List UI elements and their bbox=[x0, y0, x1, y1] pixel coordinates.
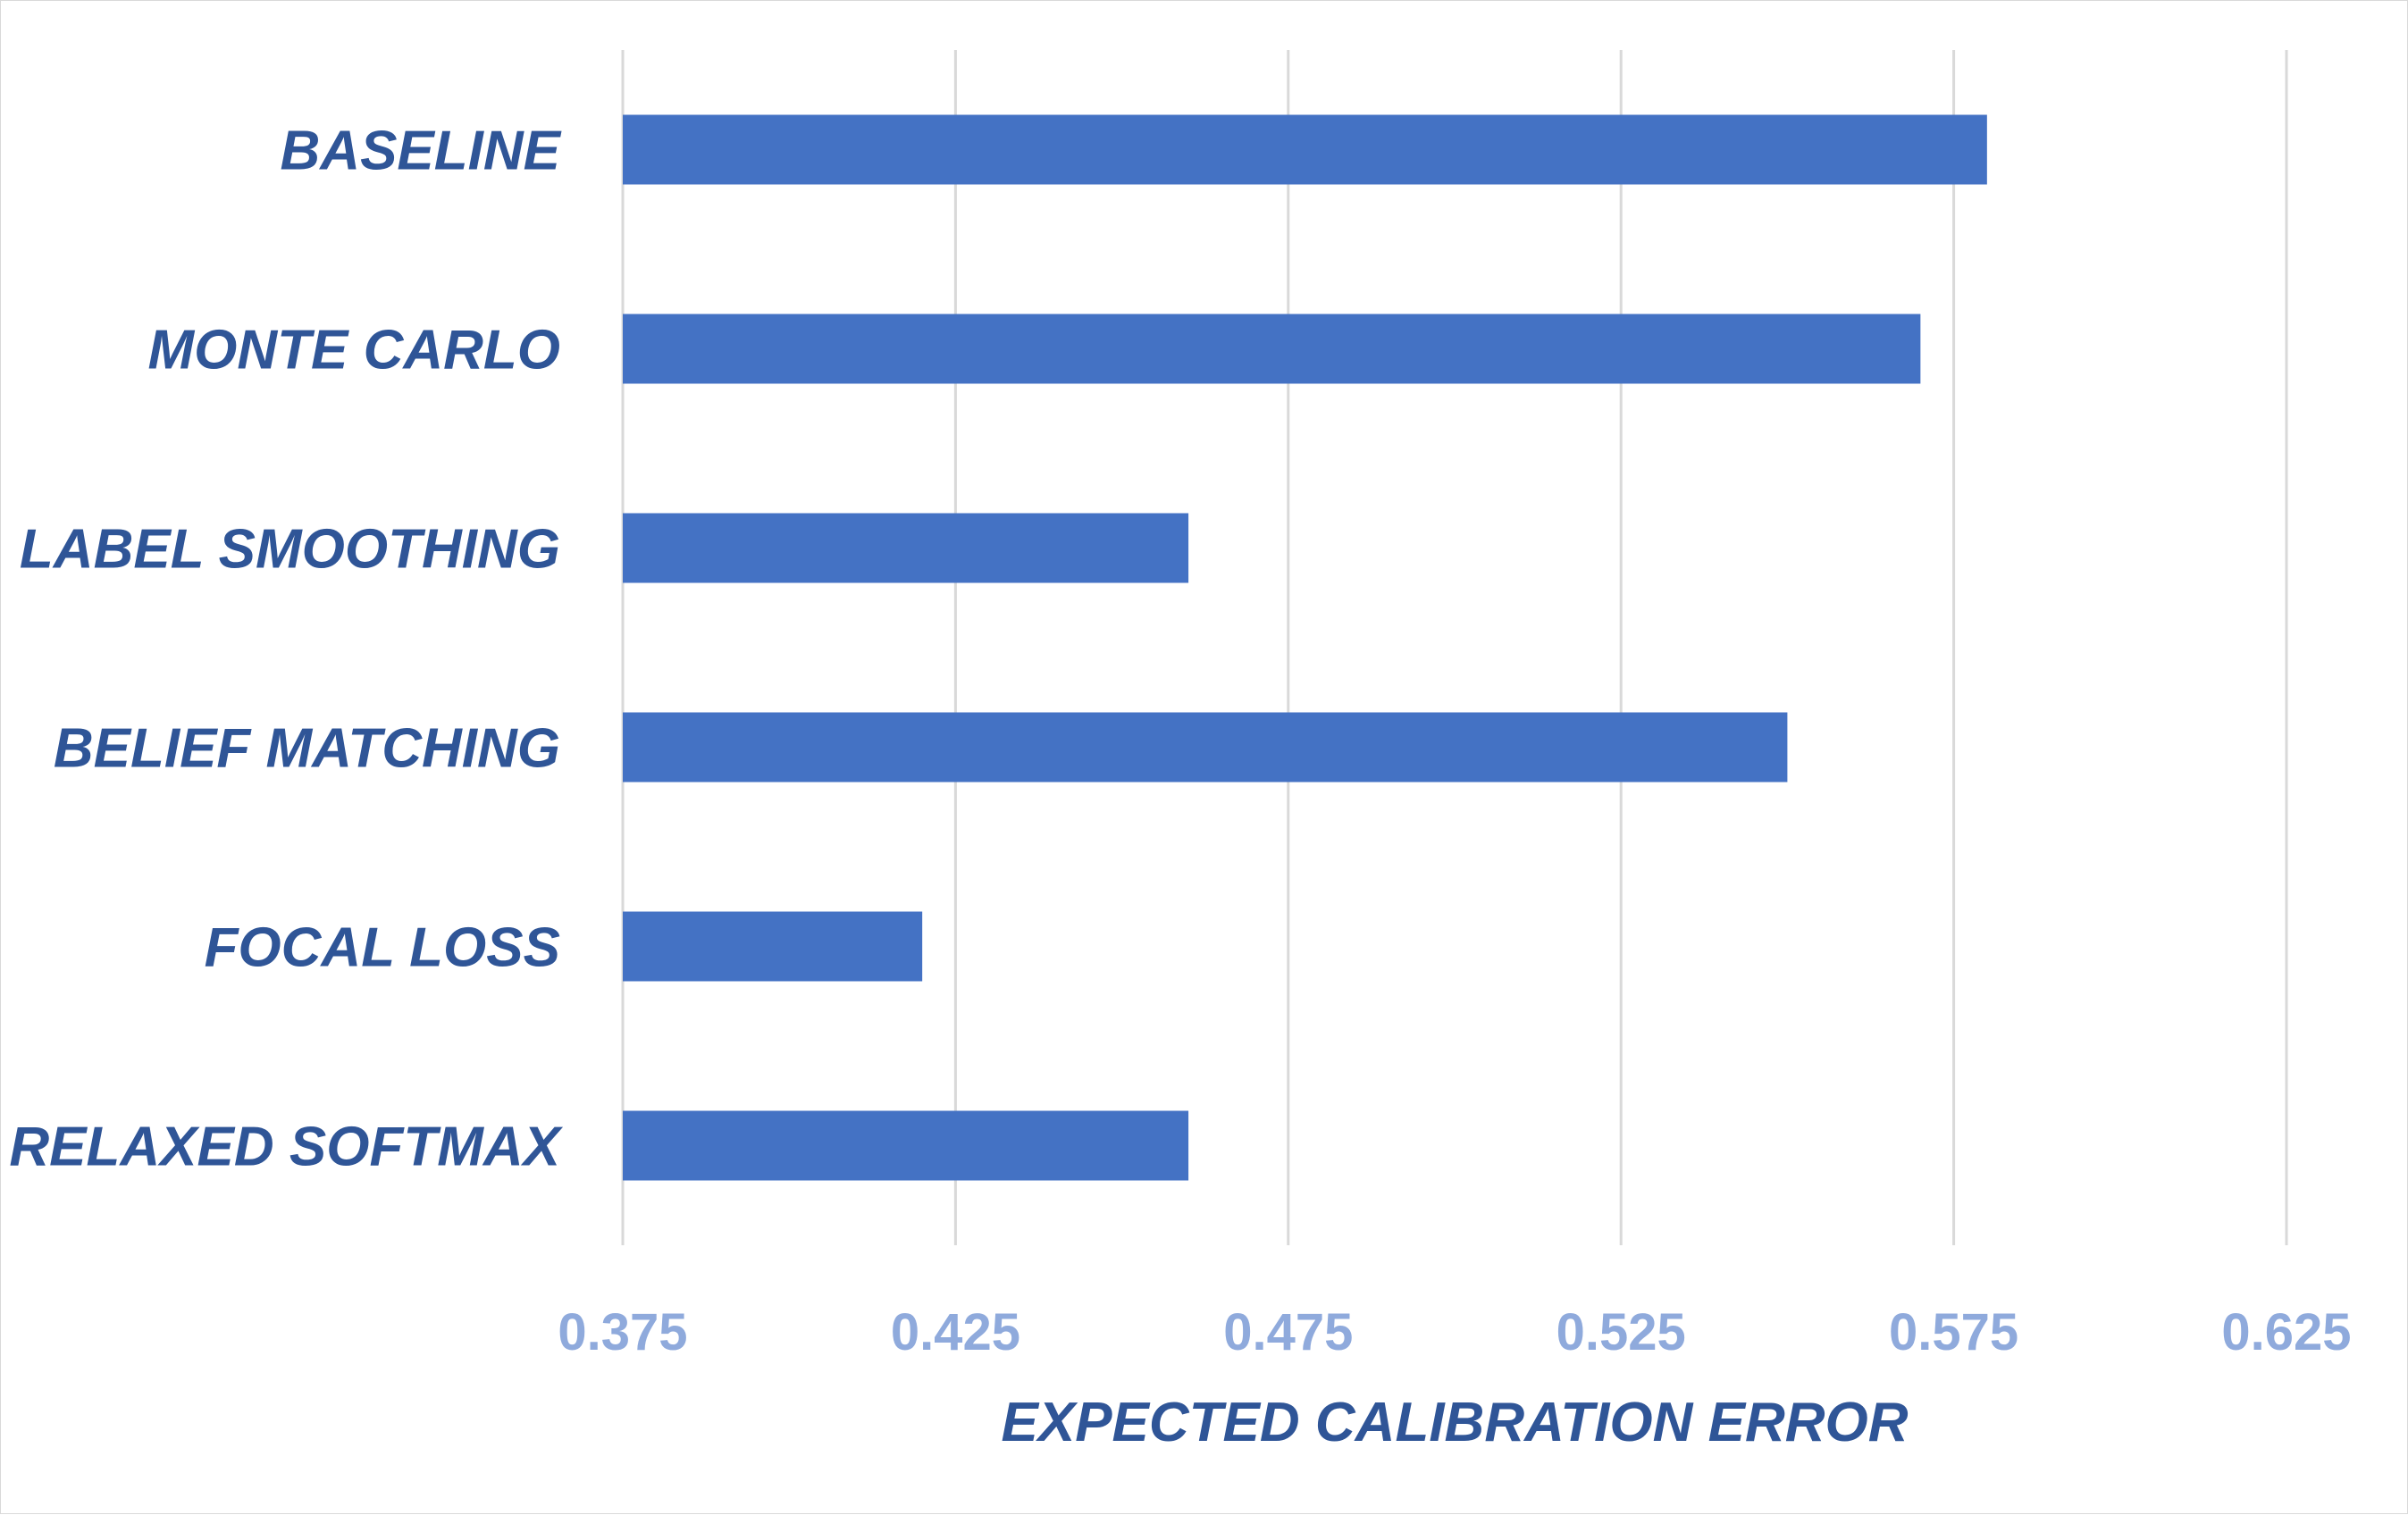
category-label: BELIEF MATCHING bbox=[54, 718, 560, 780]
x-tick-label: 0.425 bbox=[891, 1303, 1020, 1361]
category-label: MONTE CARLO bbox=[147, 320, 560, 381]
x-tick-label: 0.475 bbox=[1223, 1303, 1353, 1361]
category-labels: BASELINE MONTE CARLO LABEL SMOOTHING BELIEF… bbox=[9, 121, 563, 1178]
x-tick-label: 0.625 bbox=[2221, 1303, 2351, 1361]
bars bbox=[623, 114, 1987, 1181]
bar-focal-loss bbox=[623, 911, 923, 982]
category-label: RELAXED SOFTMAX bbox=[9, 1117, 563, 1178]
category-label: LABEL SMOOTHING bbox=[20, 519, 560, 581]
x-tick-labels: 0.375 0.425 0.475 0.525 0.575 0.625 bbox=[558, 1303, 2351, 1361]
x-axis-title: EXPECTED CALIBRATION ERROR bbox=[1001, 1392, 1908, 1453]
bar-label-smoothing bbox=[623, 513, 1189, 583]
bar-baseline bbox=[623, 114, 1987, 185]
bar-monte-carlo bbox=[623, 314, 1921, 384]
x-tick-label: 0.525 bbox=[1556, 1303, 1686, 1361]
x-tick-label: 0.575 bbox=[1889, 1303, 2018, 1361]
bar-belief-matching bbox=[623, 712, 1788, 783]
category-label: FOCAL LOSS bbox=[205, 917, 560, 979]
x-tick-label: 0.375 bbox=[558, 1303, 687, 1361]
category-label: BASELINE bbox=[281, 121, 562, 182]
bar-relaxed-softmax bbox=[623, 1110, 1189, 1181]
gridlines bbox=[621, 50, 2288, 1245]
